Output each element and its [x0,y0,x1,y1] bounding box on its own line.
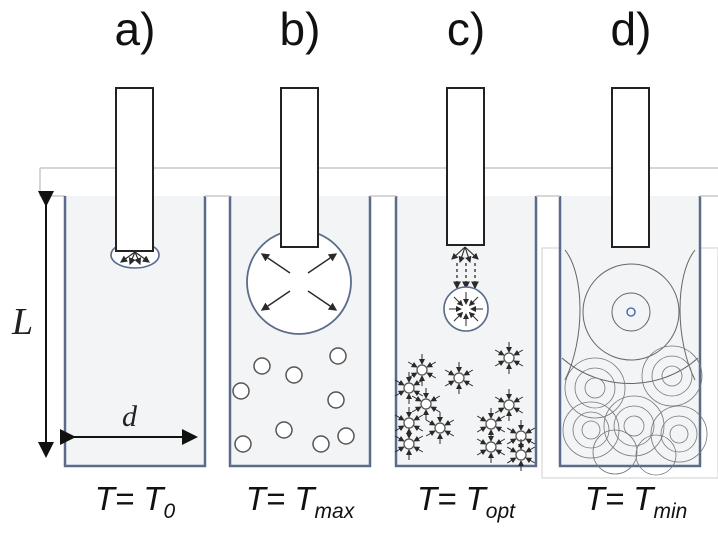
collapsing-bubble [476,408,506,440]
collapsing-bubble [407,354,437,386]
dimension-d-label: d [122,400,137,433]
dashed-arrows-c [453,263,479,290]
condition-label-b: T= Tmax [220,480,380,524]
condition-d-sub: min [653,500,688,523]
electrode-a [115,87,154,252]
ripples-d [562,345,708,476]
collapsing-bubble [394,372,424,404]
collapsing-bubble [494,389,524,421]
condition-c-sub: opt [485,500,515,523]
arrows-b [260,253,338,311]
dimension-l-label: L [12,301,34,343]
condition-d-text: T= T [584,480,654,517]
collapsing-bubble [476,431,506,463]
collapsing-bubble [494,342,524,374]
condition-a-sub: 0 [163,500,176,523]
collapsing-bubbles-c [394,292,536,471]
bubble-c-inward-arrows [449,292,483,326]
condition-label-c: T= Topt [386,480,546,524]
electrode-b [280,87,319,248]
arrows-a [120,251,150,266]
collapsing-bubble [506,420,536,452]
condition-a-text: T= T [94,480,164,517]
collapsing-bubble [394,407,424,439]
panel-label-b: b) [279,3,321,55]
panel-label-d: d) [610,3,652,55]
panel-label-a: a) [114,3,156,55]
panel-label-c: c) [446,3,486,55]
bubbles-b [232,347,355,453]
electrode-d [611,87,650,248]
condition-b-text: T= T [245,480,315,517]
arrows-c-tip [451,246,479,264]
condition-c-text: T= T [417,480,486,517]
collapsing-bubble [425,412,455,444]
condition-b-sub: max [314,500,355,523]
collapsing-bubble [444,362,474,394]
condition-label-a: T= T0 [55,480,215,524]
collapsing-bubble [394,428,424,460]
collapsing-bubble [506,439,536,471]
collapsing-bubble [411,388,441,420]
condition-label-d: T= Tmin [556,480,716,524]
electrode-c [446,87,485,246]
waves-d [561,249,699,384]
